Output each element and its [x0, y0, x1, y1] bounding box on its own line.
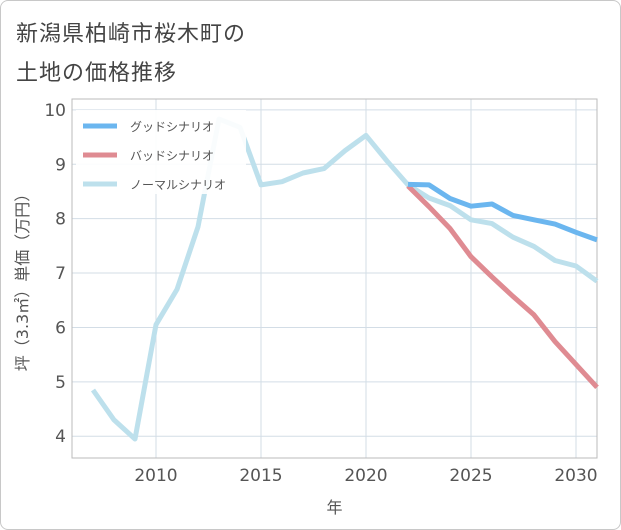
- axis-ticks: 4 5 6 7 8 9 10 2010 2015 2020 2025 2030: [44, 101, 597, 486]
- y-tick-label: 6: [55, 318, 66, 338]
- legend-label: ノーマルシナリオ: [130, 178, 226, 192]
- series-line-1: [406, 184, 599, 389]
- y-tick-label: 4: [55, 427, 66, 447]
- legend-label: グッドシナリオ: [130, 120, 214, 134]
- x-tick-label: 2010: [134, 466, 177, 486]
- y-tick-label: 8: [55, 210, 66, 230]
- y-tick-label: 5: [55, 373, 66, 393]
- y-tick-label: 10: [44, 101, 66, 121]
- x-tick-label: 2015: [239, 466, 282, 486]
- chart-title-line-2: 土地の価格推移: [16, 61, 178, 86]
- legend-label: バッドシナリオ: [130, 149, 214, 163]
- y-tick-label: 9: [55, 155, 66, 175]
- series-line-0: [407, 181, 598, 243]
- x-axis-label: 年: [326, 498, 342, 517]
- series-layer: [90, 116, 599, 442]
- x-tick-label: 2020: [344, 466, 387, 486]
- y-axis-label: 坪（3.3㎡）単価（万円）: [13, 186, 32, 371]
- y-tick-label: 7: [55, 264, 66, 284]
- series-line-2: [90, 116, 599, 442]
- chart-title-line-1: 新潟県柏崎市桜木町の: [16, 22, 247, 47]
- x-tick-label: 2030: [554, 466, 597, 486]
- x-tick-label: 2025: [449, 466, 492, 486]
